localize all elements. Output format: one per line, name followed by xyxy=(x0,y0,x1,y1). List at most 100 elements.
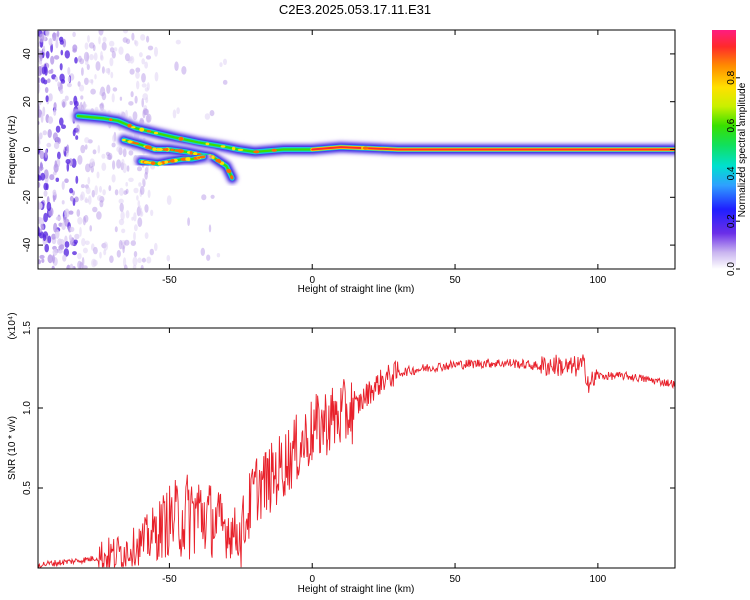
noise-speck xyxy=(68,210,74,215)
noise-speck xyxy=(77,260,82,269)
noise-speck xyxy=(112,160,116,170)
noise-speck xyxy=(101,92,107,101)
ridge-peak xyxy=(205,142,210,146)
noise-speck xyxy=(69,187,74,194)
noise-speck xyxy=(78,104,82,110)
noise-speck xyxy=(45,95,49,103)
noise-speck xyxy=(39,150,45,160)
noise-speck xyxy=(102,189,106,196)
noise-speck xyxy=(118,218,125,226)
noise-speck xyxy=(39,33,44,43)
noise-speck xyxy=(81,238,86,247)
noise-speck xyxy=(89,225,92,232)
noise-speck xyxy=(166,254,171,262)
noise-speck xyxy=(121,158,125,168)
noise-speck xyxy=(140,264,144,269)
ridge-peak xyxy=(164,160,168,164)
noise-speck xyxy=(101,41,107,51)
noise-speck xyxy=(144,232,149,240)
snr-x-ticks: -50 0 50 100 xyxy=(162,328,607,585)
x-tick-label: 50 xyxy=(449,574,461,585)
noise-speck xyxy=(39,60,43,65)
spectrogram-noise xyxy=(38,30,228,269)
noise-speck xyxy=(59,63,63,71)
ridge-peak xyxy=(146,130,152,133)
noise-speck xyxy=(53,55,60,60)
noise-speck xyxy=(172,109,177,119)
noise-speck xyxy=(134,40,139,47)
snr-y-scale-label: (x10⁴) xyxy=(7,312,18,339)
noise-speck xyxy=(131,32,135,41)
noise-speck xyxy=(204,113,211,120)
noise-speck xyxy=(68,234,72,241)
y-tick-label: 1.5 xyxy=(22,321,33,335)
noise-speck xyxy=(141,177,145,185)
noise-speck xyxy=(129,55,135,64)
noise-speck xyxy=(128,101,134,106)
noise-speck xyxy=(131,216,134,221)
spectrogram-ridge xyxy=(116,132,240,186)
noise-speck xyxy=(90,88,96,95)
noise-speck xyxy=(139,185,145,195)
noise-speck xyxy=(38,181,41,188)
noise-speck xyxy=(56,30,60,37)
noise-speck xyxy=(139,211,144,217)
noise-speck xyxy=(134,95,138,104)
noise-speck xyxy=(125,182,128,187)
noise-speck xyxy=(66,83,72,88)
noise-speck xyxy=(38,217,45,225)
ridge-peak xyxy=(253,150,260,154)
noise-speck xyxy=(132,256,138,267)
noise-speck xyxy=(95,61,101,71)
noise-speck xyxy=(122,245,125,254)
noise-speck xyxy=(222,79,228,85)
noise-speck xyxy=(133,187,139,194)
noise-speck xyxy=(77,217,83,225)
noise-speck xyxy=(112,134,117,143)
noise-speck xyxy=(60,49,64,56)
noise-speck xyxy=(96,171,100,179)
noise-speck xyxy=(74,57,78,64)
noise-speck xyxy=(44,87,49,93)
noise-speck xyxy=(122,37,128,43)
noise-speck xyxy=(60,79,66,84)
noise-speck xyxy=(46,142,52,148)
noise-speck xyxy=(102,36,107,43)
noise-speck xyxy=(144,108,150,116)
noise-speck xyxy=(92,149,97,155)
noise-speck xyxy=(111,50,116,59)
ridge-peak xyxy=(178,136,184,141)
ridge-peak xyxy=(155,148,161,151)
ridge-peak xyxy=(220,145,226,148)
noise-speck xyxy=(38,259,41,265)
noise-speck xyxy=(118,198,124,204)
noise-speck xyxy=(55,40,59,49)
noise-speck xyxy=(208,224,212,233)
noise-speck xyxy=(140,34,146,41)
noise-speck xyxy=(181,66,187,75)
noise-speck xyxy=(43,212,48,223)
noise-speck xyxy=(94,74,97,80)
noise-speck xyxy=(137,257,142,264)
noise-speck xyxy=(66,162,70,172)
noise-speck xyxy=(80,184,85,189)
noise-speck xyxy=(138,182,142,187)
noise-speck xyxy=(209,110,215,117)
noise-speck xyxy=(48,93,53,102)
noise-speck xyxy=(128,150,134,156)
noise-speck xyxy=(141,83,147,88)
noise-speck xyxy=(210,194,215,199)
noise-speck xyxy=(53,163,59,173)
noise-speck xyxy=(98,36,101,45)
ridge-peak xyxy=(237,148,244,151)
noise-speck xyxy=(109,57,114,67)
noise-speck xyxy=(52,254,55,264)
noise-speck xyxy=(47,235,52,244)
x-tick-label: 100 xyxy=(590,275,607,286)
noise-speck xyxy=(47,254,53,264)
noise-speck xyxy=(65,159,71,164)
noise-speck xyxy=(52,193,56,203)
ridge-peak xyxy=(170,148,174,151)
noise-speck xyxy=(101,153,106,159)
noise-speck xyxy=(141,98,144,108)
